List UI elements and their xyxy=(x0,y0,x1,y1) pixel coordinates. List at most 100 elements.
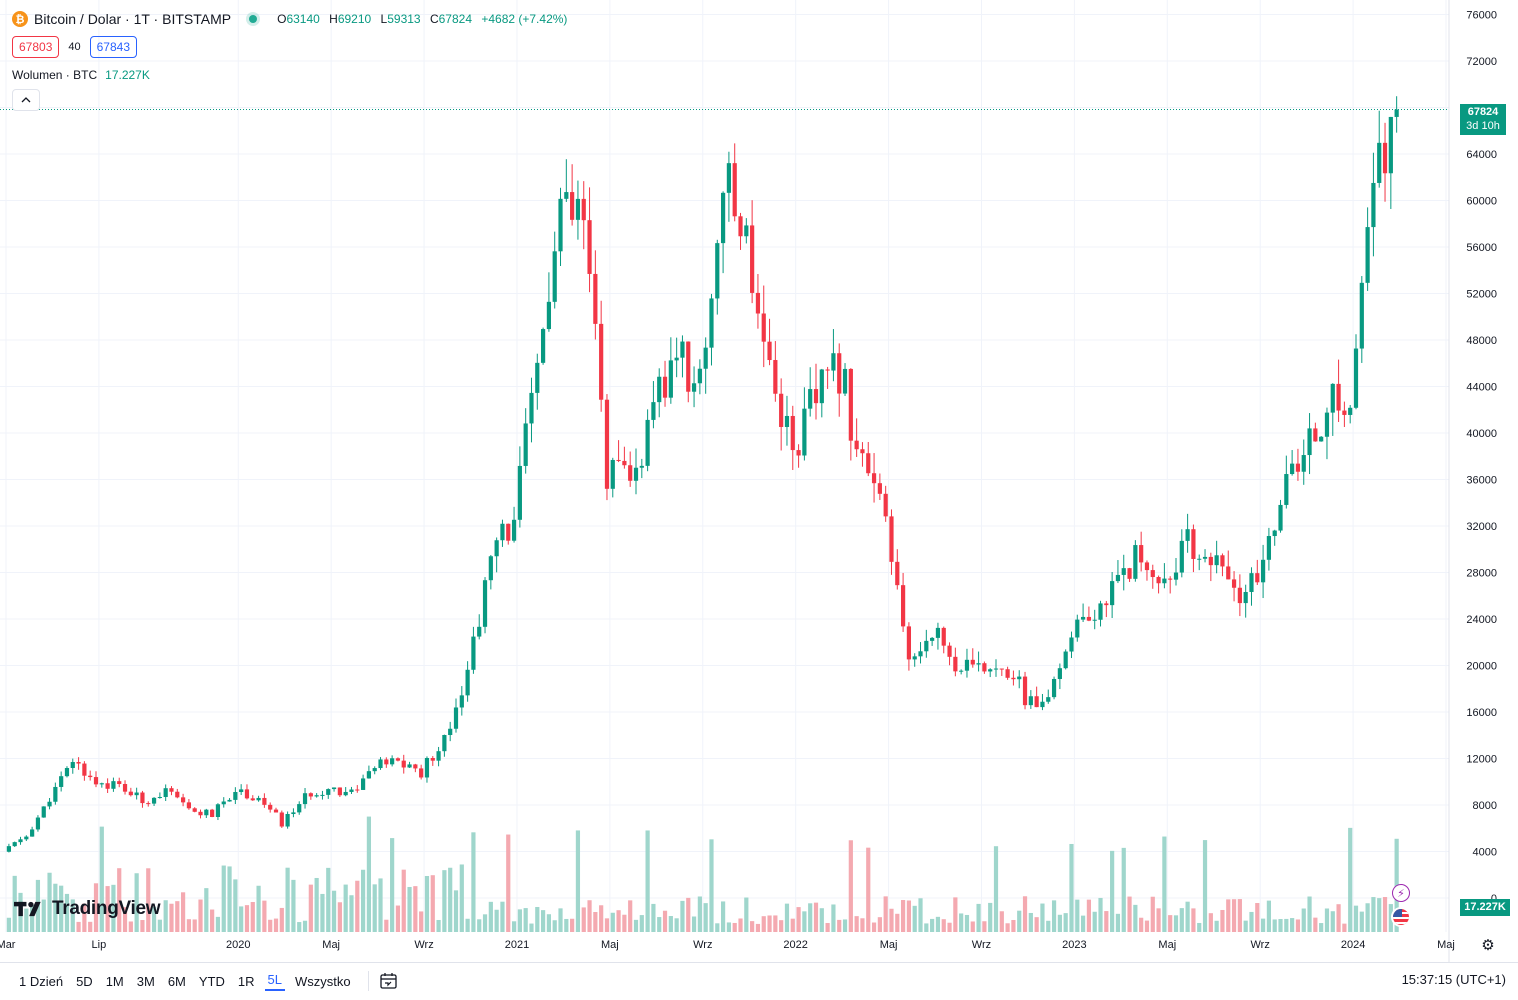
volume-bar xyxy=(111,884,116,932)
candle-body xyxy=(210,809,215,817)
candle-body xyxy=(540,329,546,363)
volume-bar xyxy=(1295,919,1301,932)
volume-bar xyxy=(970,921,975,932)
volume-bar xyxy=(1185,901,1190,932)
volume-bar xyxy=(157,919,162,932)
price-tick-label: 52000 xyxy=(1466,289,1497,301)
volume-bar xyxy=(401,869,406,932)
range-1y[interactable]: 1R xyxy=(237,973,255,989)
candle-body xyxy=(703,347,708,369)
range-all[interactable]: Wszystko xyxy=(294,973,351,989)
calendar-goto-icon[interactable] xyxy=(379,972,399,990)
collapse-legend-button[interactable] xyxy=(12,89,40,111)
volume-bar xyxy=(1127,896,1132,932)
volume-bar xyxy=(70,899,75,932)
buy-price-button[interactable]: 67843 xyxy=(89,36,137,58)
flash-icon[interactable]: ⚡ xyxy=(1392,884,1410,902)
volume-label: Wolumen · BTC xyxy=(12,68,98,82)
volume-bar xyxy=(192,919,197,932)
volume-bar xyxy=(210,909,215,932)
candle-body xyxy=(122,783,128,792)
volume-bar xyxy=(308,884,313,932)
candle-body xyxy=(1342,410,1347,415)
volume-bar xyxy=(540,910,546,932)
candle-body xyxy=(18,839,23,843)
volume-bar xyxy=(424,875,430,932)
candle-body xyxy=(384,759,389,765)
volume-bar xyxy=(686,897,691,932)
candle-body xyxy=(1394,109,1399,117)
range-5y[interactable]: 5L xyxy=(264,971,285,991)
close-value: 67824 xyxy=(438,12,472,26)
candle-body xyxy=(691,383,697,392)
candle-body xyxy=(535,362,540,393)
candle-body xyxy=(564,192,569,199)
range-1m[interactable]: 1M xyxy=(105,973,124,989)
candle-body xyxy=(360,778,366,790)
candle-body xyxy=(993,668,999,670)
range-6m[interactable]: 6M xyxy=(167,973,186,989)
price-axis[interactable]: 7600072000680006400060000560005200048000… xyxy=(1466,10,1497,906)
candle-body xyxy=(610,459,615,489)
volume-bar xyxy=(1086,899,1092,932)
time-axis[interactable]: Mar Lip 2020 Maj Wrz 2021 Maj Wrz 2022 Maj Wrz 2023… xyxy=(0,939,1455,951)
volume-bar xyxy=(407,886,412,932)
candle-body xyxy=(146,803,151,805)
volume-bar xyxy=(1313,917,1318,932)
candle-body xyxy=(900,585,906,627)
candle-body xyxy=(779,393,784,427)
price-tick-label: 20000 xyxy=(1466,661,1497,673)
sell-price-button[interactable]: 67803 xyxy=(12,36,60,58)
candle-body xyxy=(1272,530,1277,537)
candle-body xyxy=(477,626,482,637)
change-value: +4682 (+7.42%) xyxy=(481,12,568,26)
volume-bar xyxy=(1156,908,1161,932)
us-flag-icon[interactable] xyxy=(1391,907,1411,927)
volume-bar xyxy=(1063,913,1068,932)
candle-body xyxy=(1075,619,1080,638)
candle-body xyxy=(1348,407,1353,415)
candle-body xyxy=(378,759,383,769)
range-5d[interactable]: 5D xyxy=(76,973,93,989)
candle-body xyxy=(279,812,284,827)
volume-bar xyxy=(639,915,644,932)
range-1d[interactable]: 1 Dzień xyxy=(19,973,64,989)
clock-timezone[interactable]: 15:37:15 (UTC+1) xyxy=(1401,972,1506,987)
tradingview-logo[interactable]: TradingView xyxy=(14,898,161,920)
volume-bar xyxy=(1080,915,1086,932)
volume-bar xyxy=(668,916,673,932)
candle-body xyxy=(976,663,981,665)
volume-bar xyxy=(813,902,819,932)
volume-bar xyxy=(239,906,244,932)
volume-bar xyxy=(680,900,685,932)
volume-bar xyxy=(802,911,807,932)
volume-bar xyxy=(930,918,935,932)
candle-body xyxy=(930,637,935,641)
price-chart[interactable]: 7600072000680006400060000560005200048000… xyxy=(0,0,1518,962)
bitcoin-icon: ₿ xyxy=(12,11,28,27)
symbol-title[interactable]: Bitcoin / Dolar · 1T · BITSTAMP xyxy=(34,11,232,27)
candle-body xyxy=(273,809,279,813)
gear-icon[interactable]: ⚙ xyxy=(1481,937,1495,954)
brand-name: TradingView xyxy=(52,898,161,919)
candle-body xyxy=(453,707,459,729)
candle-body xyxy=(726,163,732,193)
volume-bar xyxy=(581,907,586,932)
time-tick-label: Wrz xyxy=(972,939,991,951)
volume-bar xyxy=(1330,911,1335,932)
volume-bar xyxy=(93,883,99,932)
volume-bar xyxy=(657,917,662,932)
price-tick-label: 32000 xyxy=(1466,521,1497,533)
volume-bar xyxy=(1011,919,1016,932)
range-3m[interactable]: 3M xyxy=(136,973,155,989)
candle-body xyxy=(204,809,209,816)
volume-bar xyxy=(889,908,894,932)
candle-body xyxy=(1011,677,1016,680)
volume-bar xyxy=(924,923,929,932)
volume-bar xyxy=(384,919,389,932)
candle-body xyxy=(819,369,824,404)
volume-bar xyxy=(744,897,749,932)
volume-bar xyxy=(1220,909,1225,932)
volume-bar xyxy=(326,867,331,932)
range-ytd[interactable]: YTD xyxy=(198,973,225,989)
